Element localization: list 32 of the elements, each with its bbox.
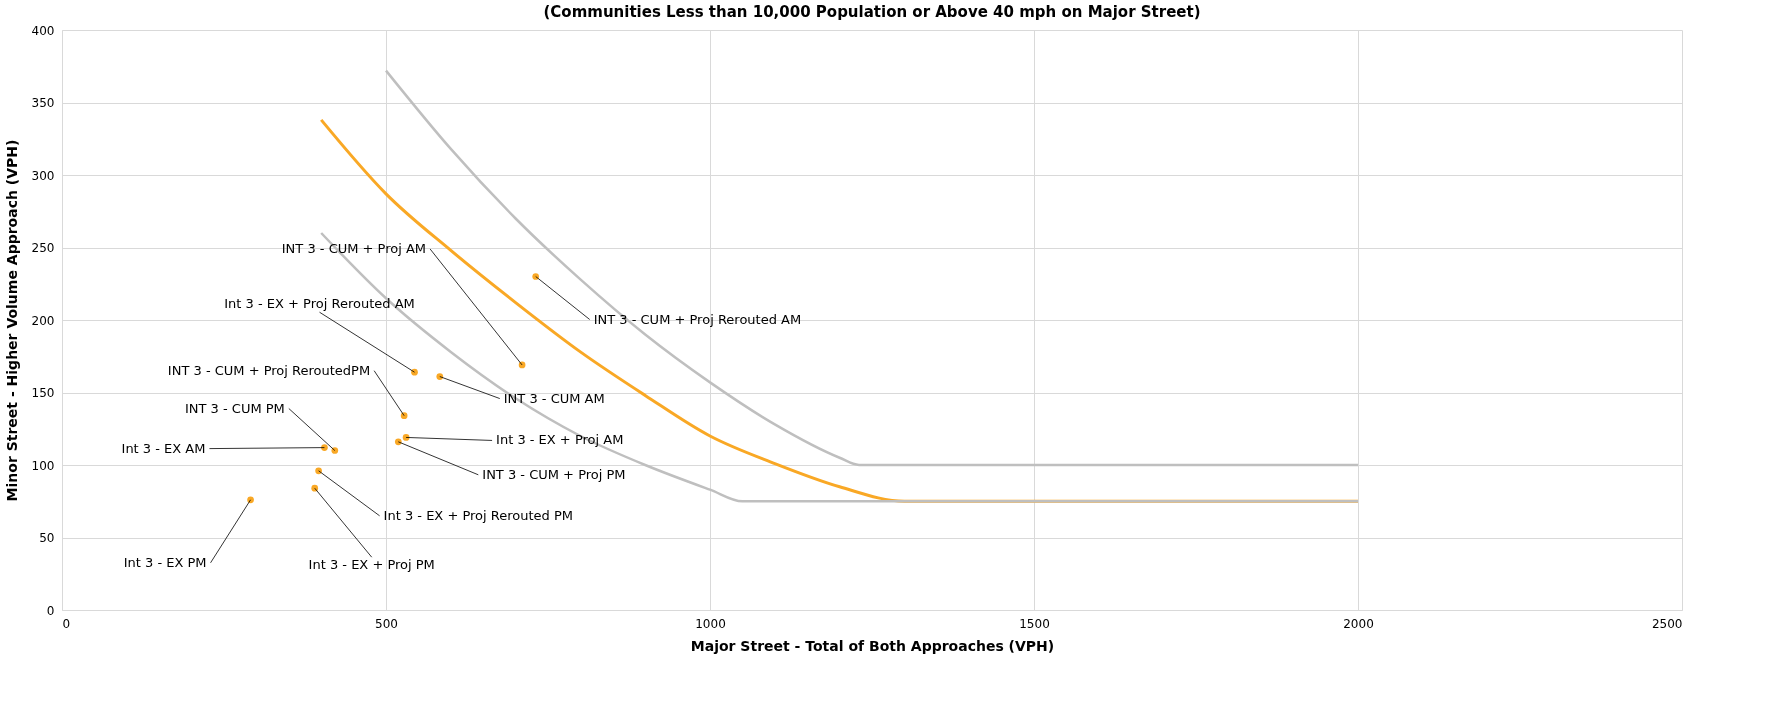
x-tick-label: 2500 bbox=[1651, 616, 1683, 631]
annotation: INT 3 - CUM + Proj AM bbox=[281, 240, 427, 256]
point bbox=[321, 444, 328, 451]
y-tick-label: 150 bbox=[31, 386, 55, 400]
x-tick-label: 1000 bbox=[695, 616, 726, 631]
annotation: Int 3 - EX PM bbox=[123, 554, 207, 570]
y-tick-label: 250 bbox=[31, 241, 55, 255]
annotation: Int 3 - EX + Proj Rerouted AM bbox=[224, 296, 415, 312]
annotation: INT 3 - CUM + Proj ReroutedPM bbox=[167, 362, 371, 378]
x-tick-label: 500 bbox=[375, 616, 398, 631]
y-axis-title: Minor Street - Higher Volume Approach (VPH) bbox=[3, 139, 20, 502]
y-tick-label: 200 bbox=[31, 313, 55, 328]
x-tick-label: 0 bbox=[62, 616, 71, 631]
annotation: INT 3 - CUM + Proj Rerouted AM bbox=[593, 311, 802, 327]
x-tick-label: 2000 bbox=[1343, 616, 1374, 631]
annotation: Int 3 - EX + Proj AM bbox=[496, 432, 624, 448]
annotation: Int 3 - EX + Proj Rerouted PM bbox=[383, 507, 574, 523]
y-tick-label: 0 bbox=[46, 603, 55, 618]
chart-title: (Communities Less than 10,000 Population or Above 40 mph on Major Street) bbox=[543, 3, 1201, 21]
y-tick-label: 300 bbox=[31, 168, 55, 183]
x-tick-label: 1500 bbox=[1019, 616, 1050, 631]
y-tick-label: 400 bbox=[31, 23, 55, 38]
annotation: Int 3 - EX AM bbox=[121, 440, 206, 456]
y-tick-label: 350 bbox=[31, 96, 55, 110]
point bbox=[400, 412, 408, 420]
y-tick-label: 100 bbox=[31, 458, 55, 473]
annotation: INT 3 - CUM PM bbox=[184, 400, 285, 416]
y-tick-label: 50 bbox=[39, 531, 55, 545]
annotation: INT 3 - CUM + Proj PM bbox=[482, 466, 626, 482]
annotation: Int 3 - EX + Proj PM bbox=[308, 557, 435, 573]
annotation: INT 3 - CUM AM bbox=[503, 390, 605, 406]
x-axis-title: Major Street - Total of Both Approaches (VPH) bbox=[690, 637, 1055, 654]
